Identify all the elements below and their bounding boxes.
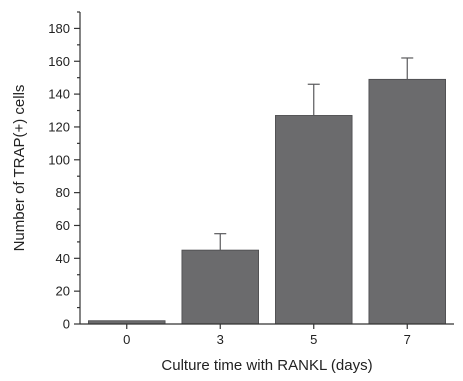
bar-day-5 xyxy=(275,115,353,325)
x-tick-label: 0 xyxy=(123,332,130,347)
y-tick-label: 80 xyxy=(56,185,70,200)
y-tick-label: 100 xyxy=(48,152,70,167)
y-tick-label: 20 xyxy=(56,284,70,299)
y-axis-title: Number of TRAP(+) cells xyxy=(11,85,28,252)
x-tick-label: 5 xyxy=(310,332,317,347)
x-axis-title: Culture time with RANKL (days) xyxy=(161,357,372,374)
y-tick-label: 160 xyxy=(48,54,70,69)
y-tick-label: 60 xyxy=(56,218,70,233)
x-tick-label: 3 xyxy=(217,332,224,347)
x-tick-label: 7 xyxy=(404,332,411,347)
y-axis-ticks: 0 20 40 60 80 100 120 140 160 180 xyxy=(48,11,80,332)
y-tick-label: 120 xyxy=(48,119,70,134)
bar-day-3 xyxy=(181,249,259,325)
bar-day-7 xyxy=(368,78,446,325)
bars xyxy=(88,78,446,325)
error-bars xyxy=(214,57,414,251)
y-tick-label: 0 xyxy=(63,317,70,332)
y-tick-label: 180 xyxy=(48,21,70,36)
x-axis-ticks: 0 3 5 7 xyxy=(123,324,411,347)
y-tick-label: 140 xyxy=(48,87,70,102)
y-tick-label: 40 xyxy=(56,251,70,266)
